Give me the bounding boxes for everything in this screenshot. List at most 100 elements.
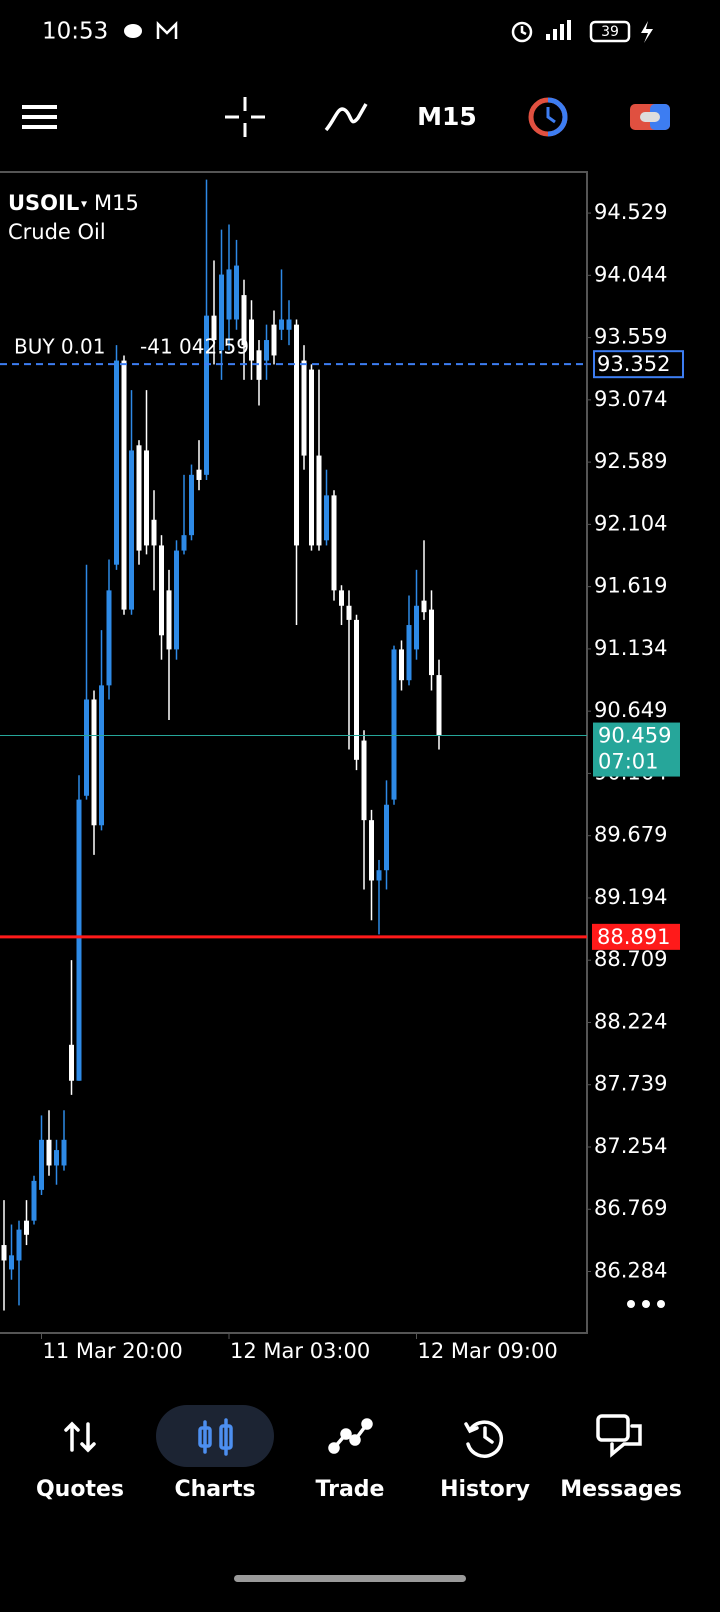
y-tick-label: 87.254 (594, 1134, 667, 1158)
candle-body (181, 535, 187, 551)
candle-body (279, 319, 284, 330)
candle-body (286, 319, 292, 330)
candle-body (294, 324, 299, 546)
candle-body (414, 605, 419, 650)
menu-button[interactable] (22, 105, 57, 129)
candle-body (24, 1220, 29, 1235)
more-button[interactable] (627, 1300, 665, 1308)
candle-body (429, 609, 434, 676)
candle-body (354, 619, 359, 760)
chart-frame (0, 171, 588, 1334)
candle-body (331, 495, 337, 591)
y-tick-label: 91.134 (594, 636, 667, 660)
y-tick-label: 93.559 (594, 325, 667, 349)
candle-body (121, 360, 127, 610)
candle-body (391, 649, 397, 800)
trade-button[interactable] (630, 104, 670, 130)
nav-tab-label[interactable]: History (440, 1477, 530, 1502)
y-tick-label: 86.284 (594, 1259, 667, 1283)
candle-body (204, 315, 209, 475)
candle-body (9, 1255, 14, 1270)
candle-body (114, 360, 119, 565)
chart-description: Crude Oil (8, 220, 106, 244)
chart-symbol[interactable]: USOIL (8, 191, 79, 215)
candle-body (136, 445, 142, 551)
candle-body (189, 474, 194, 536)
candle-body (129, 450, 134, 610)
candle-body (144, 450, 149, 546)
y-tick-label: 94.529 (594, 200, 667, 224)
candle-body (264, 340, 269, 361)
timeframe-button[interactable]: M15 (417, 102, 477, 131)
candle-body (61, 1139, 67, 1166)
nav-tab-label[interactable]: Charts (174, 1477, 255, 1502)
price-level-value: 88.891 (597, 925, 670, 949)
plot-area (1, 179, 442, 1311)
y-tick-label: 88.224 (594, 1009, 667, 1033)
candle-body (309, 369, 314, 546)
nav-tab-label[interactable]: Trade (316, 1477, 385, 1502)
crosshair-button[interactable] (225, 97, 265, 137)
y-tick-label: 94.044 (594, 262, 667, 286)
candle-body (369, 820, 374, 881)
order-profit: -41 042.59 (140, 335, 249, 359)
candle-body (99, 685, 104, 826)
candle-body (219, 274, 224, 351)
candle-body (324, 495, 329, 541)
x-tick-label: 11 Mar 20:00 (43, 1339, 183, 1363)
nav-tab-label[interactable]: Messages (560, 1477, 682, 1502)
candle-body (151, 519, 157, 546)
candle-body (196, 469, 202, 480)
y-tick-label: 89.679 (594, 823, 667, 847)
candle-body (234, 265, 239, 320)
candle-body (76, 799, 82, 1081)
price-level-box (593, 722, 680, 777)
candle-body (69, 1044, 74, 1081)
candle-body (84, 699, 89, 796)
candle-body (436, 675, 442, 736)
candle-body (249, 319, 254, 361)
status-icons (124, 20, 653, 43)
y-tick-label: 91.619 (594, 574, 667, 598)
chart-timeframe: M15 (94, 191, 139, 215)
price-level-value: 93.352 (597, 352, 670, 376)
y-tick-label: 93.074 (594, 387, 667, 411)
candle-body (174, 550, 179, 650)
candle-body (406, 625, 412, 681)
candle-body (361, 740, 367, 821)
candle-body (91, 699, 97, 826)
y-tick-label: 90.649 (594, 698, 667, 722)
price-level-value: 90.459 (598, 724, 671, 748)
candle-body (39, 1139, 44, 1190)
candle-body (46, 1139, 52, 1166)
nav-icons (64, 1414, 642, 1458)
candle-body (226, 269, 232, 320)
candle-body (166, 590, 172, 650)
active-tab-pill (156, 1405, 274, 1467)
nav-tab-label[interactable]: Quotes (36, 1477, 124, 1502)
symbol-dropdown[interactable]: ▾ (81, 197, 87, 211)
y-tick-label: 92.104 (594, 511, 667, 535)
candle-body (399, 649, 404, 681)
y-tick-label: 87.739 (594, 1072, 667, 1096)
order-label: BUY 0.01 (14, 335, 105, 359)
candle-body (16, 1229, 22, 1261)
candle-body (241, 295, 247, 346)
candle-body (384, 804, 389, 871)
candle-body (31, 1180, 37, 1221)
price-level-box (592, 923, 680, 950)
candle-body (339, 590, 344, 606)
y-tick-label: 89.194 (594, 885, 667, 909)
one-click-button[interactable] (528, 97, 568, 137)
candle-body (211, 315, 217, 341)
y-tick-label: 88.709 (594, 947, 667, 971)
candle-body (376, 870, 382, 881)
x-tick-label: 12 Mar 09:00 (418, 1339, 558, 1363)
candle-body (346, 605, 352, 620)
price-level-box (593, 350, 684, 379)
indicators-button[interactable] (324, 103, 368, 132)
candle-body (271, 324, 277, 356)
bar-countdown: 07:01 (598, 750, 659, 774)
